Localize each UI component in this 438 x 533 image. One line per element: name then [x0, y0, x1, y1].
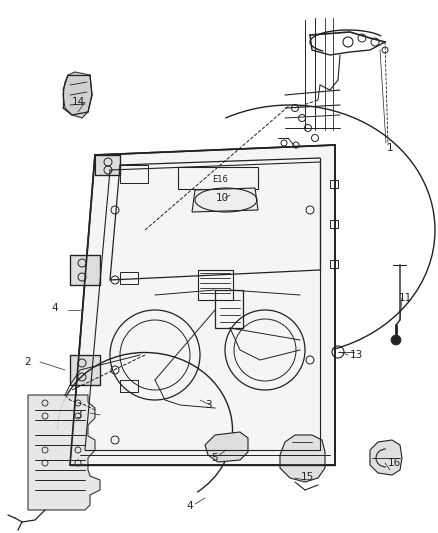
Text: 16: 16: [387, 458, 401, 468]
Text: 4: 4: [187, 501, 193, 511]
Bar: [120, 165, 148, 183]
Polygon shape: [28, 395, 100, 510]
Text: 3: 3: [205, 400, 211, 410]
Circle shape: [391, 335, 401, 345]
Bar: [215, 290, 243, 328]
Polygon shape: [95, 155, 120, 175]
Text: 4: 4: [52, 303, 58, 313]
Polygon shape: [70, 255, 100, 285]
Bar: [178, 167, 258, 189]
Polygon shape: [63, 72, 92, 118]
Polygon shape: [70, 145, 335, 465]
Bar: [330, 220, 338, 228]
Polygon shape: [280, 435, 325, 482]
Text: E16: E16: [212, 175, 228, 184]
Text: 5: 5: [212, 453, 218, 463]
Text: 13: 13: [350, 350, 363, 360]
Text: 15: 15: [300, 472, 314, 482]
Text: 10: 10: [215, 193, 229, 203]
Bar: [120, 380, 138, 392]
Text: 14: 14: [71, 97, 85, 107]
Text: 1: 1: [387, 143, 393, 153]
Text: 2: 2: [25, 357, 31, 367]
Polygon shape: [70, 355, 100, 385]
Bar: [120, 272, 138, 284]
Bar: [330, 180, 338, 188]
Bar: [330, 260, 338, 268]
Bar: [198, 270, 233, 300]
Text: 3: 3: [75, 410, 81, 420]
Polygon shape: [192, 188, 258, 212]
Polygon shape: [205, 432, 248, 462]
Text: 11: 11: [399, 293, 412, 303]
Polygon shape: [370, 440, 402, 475]
